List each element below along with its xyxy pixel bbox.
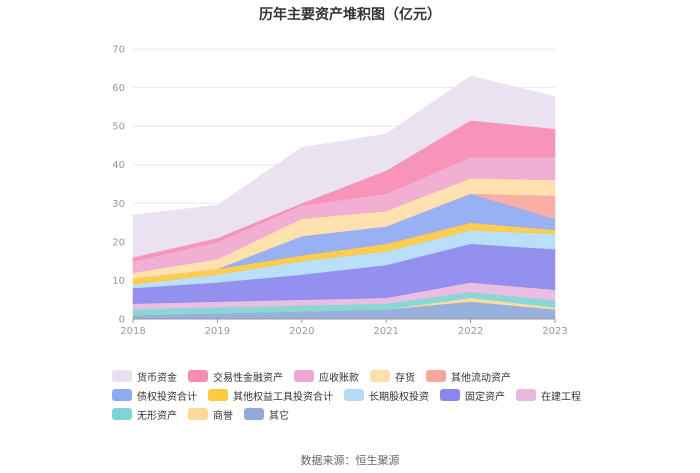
legend-label: 交易性金融资产 <box>213 372 283 384</box>
legend-swatch <box>244 408 264 420</box>
area-series-货币资金 <box>132 75 556 258</box>
legend-label: 其他权益工具投资合计 <box>233 391 333 403</box>
y-tick-label: 20 <box>112 237 125 248</box>
legend-item[interactable]: 商誉 <box>188 407 233 422</box>
legend-label: 其他流动资产 <box>451 372 511 384</box>
area-series <box>132 75 556 320</box>
data-source: 数据来源：恒生聚源 <box>300 454 400 467</box>
y-tick-label: 10 <box>112 276 125 287</box>
legend-item[interactable]: 应收账款 <box>294 369 359 384</box>
legend: 货币资金 交易性金融资产 应收账款 存货 其他流动资产债权投资合计 其他权益工具投资合计 长… <box>112 369 612 422</box>
legend-label: 固定资产 <box>465 391 505 403</box>
chart-title: 历年主要资产堆积图（亿元） <box>259 7 441 23</box>
y-tick-label: 0 <box>119 315 125 326</box>
x-tick-label: 2019 <box>205 326 230 337</box>
legend-item[interactable]: 在建工程 <box>516 388 581 403</box>
legend-swatch <box>208 389 228 401</box>
legend-swatch <box>344 389 364 401</box>
y-tick-label: 70 <box>112 45 125 56</box>
legend-item[interactable]: 债权投资合计 <box>112 388 197 403</box>
legend-swatch <box>294 370 314 382</box>
legend-label: 其它 <box>269 410 289 422</box>
legend-swatch <box>426 370 446 382</box>
legend-item[interactable]: 其它 <box>244 407 289 422</box>
legend-label: 债权投资合计 <box>137 391 197 403</box>
legend-label: 无形资产 <box>137 410 177 422</box>
x-tick-label: 2021 <box>373 326 398 337</box>
legend-swatch <box>440 389 460 401</box>
legend-item[interactable]: 其他权益工具投资合计 <box>208 388 333 403</box>
legend-label: 应收账款 <box>319 372 359 384</box>
legend-swatch <box>370 370 390 382</box>
legend-item[interactable]: 交易性金融资产 <box>188 369 283 384</box>
y-tick-label: 30 <box>112 199 125 210</box>
y-tick-label: 40 <box>112 160 125 171</box>
legend-swatch <box>188 370 208 382</box>
x-tick-label: 2018 <box>120 326 145 337</box>
legend-swatch <box>112 389 132 401</box>
legend-label: 长期股权投资 <box>369 391 429 403</box>
legend-label: 货币资金 <box>137 372 177 384</box>
legend-label: 存货 <box>395 372 415 384</box>
legend-item[interactable]: 货币资金 <box>112 369 177 384</box>
legend-item[interactable]: 存货 <box>370 369 415 384</box>
y-tick-label: 60 <box>112 83 125 94</box>
legend-item[interactable]: 无形资产 <box>112 407 177 422</box>
legend-label: 在建工程 <box>541 391 581 403</box>
legend-swatch <box>516 389 536 401</box>
legend-swatch <box>112 408 132 420</box>
legend-item[interactable]: 长期股权投资 <box>344 388 429 403</box>
legend-swatch <box>188 408 208 420</box>
x-tick-label: 2023 <box>542 326 567 337</box>
y-tick-label: 50 <box>112 122 125 133</box>
legend-item[interactable]: 其他流动资产 <box>426 369 511 384</box>
legend-item[interactable]: 固定资产 <box>440 388 505 403</box>
legend-label: 商誉 <box>213 410 233 422</box>
x-tick-label: 2022 <box>458 326 483 337</box>
legend-swatch <box>112 370 132 382</box>
x-tick-label: 2020 <box>289 326 314 337</box>
axes: 0 10 20 30 40 50 60 70 2018 2019 2020 2021 2022 2023 <box>112 45 567 338</box>
